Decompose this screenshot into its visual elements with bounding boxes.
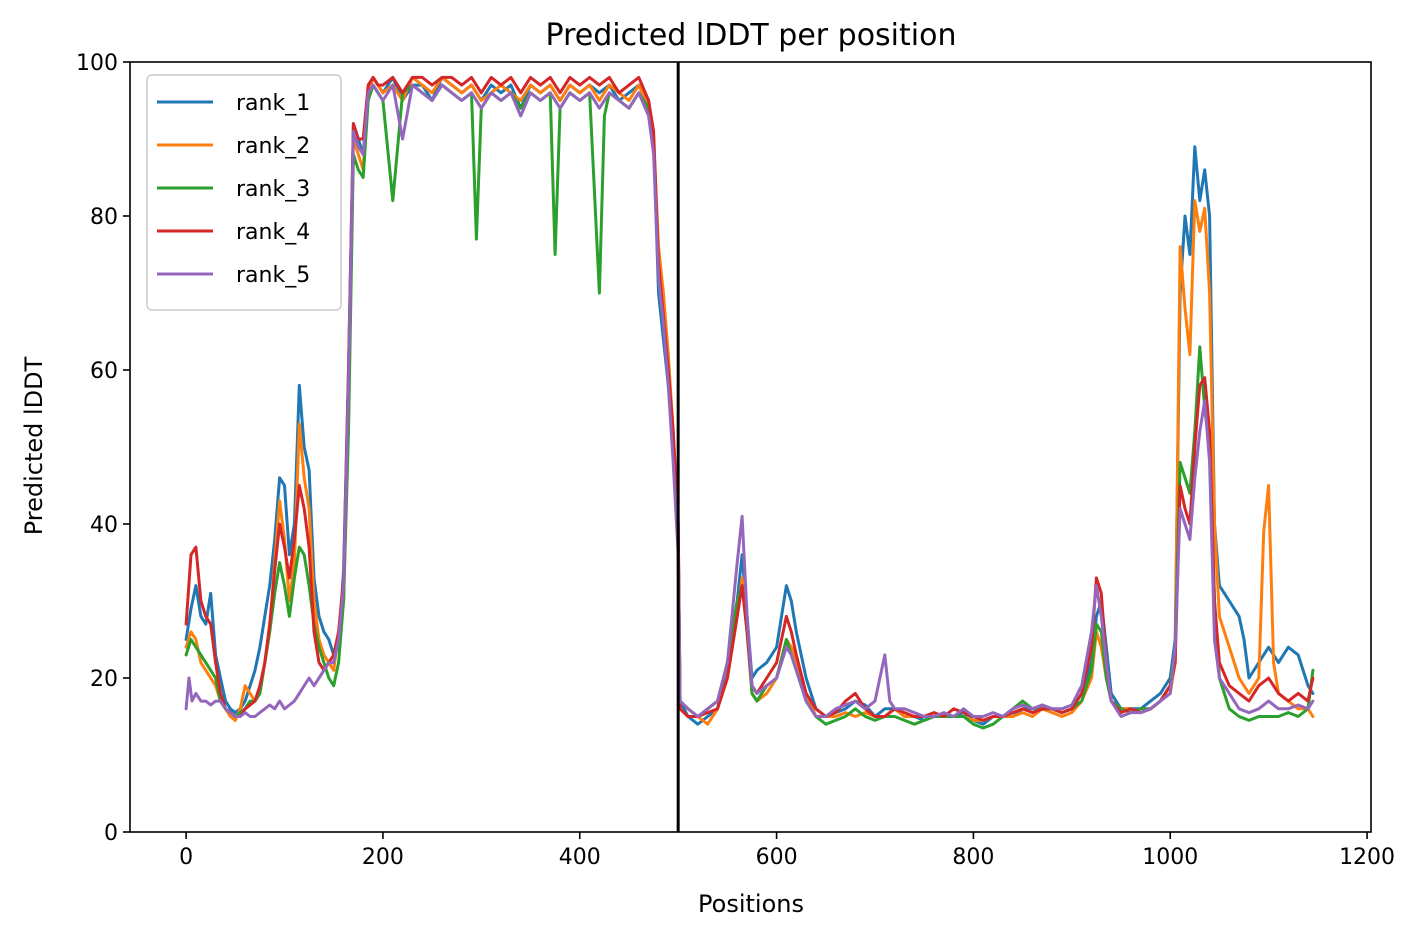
legend-box xyxy=(146,74,342,311)
y-axis-label: Predicted lDDT xyxy=(20,356,48,535)
legend: rank_1 rank_2 rank_3 rank_4 rank_5 xyxy=(146,74,342,311)
series-line-rank_2 xyxy=(184,75,1315,726)
x-axis-label: Positions xyxy=(698,890,804,918)
x-tick-label: 0 xyxy=(179,845,193,870)
y-tick-label: 80 xyxy=(90,205,118,230)
x-tick-label: 800 xyxy=(952,845,994,870)
x-tick-label: 1200 xyxy=(1339,845,1395,870)
x-tick-label: 200 xyxy=(362,845,404,870)
plot-area xyxy=(184,62,1315,832)
plot-frame xyxy=(129,61,1372,833)
series-line-rank_4 xyxy=(184,75,1315,722)
legend-label-rank_4: rank_4 xyxy=(236,220,310,245)
legend-label-rank_1: rank_1 xyxy=(236,91,310,116)
legend-label-rank_3: rank_3 xyxy=(236,177,310,202)
y-tick-label: 0 xyxy=(104,821,118,846)
series-lines xyxy=(184,62,1315,832)
x-tick-label: 1000 xyxy=(1142,845,1198,870)
series-line-rank_5 xyxy=(184,83,1315,718)
x-tick-label: 600 xyxy=(756,845,798,870)
y-tick-label: 20 xyxy=(90,667,118,692)
legend-label-rank_5: rank_5 xyxy=(236,263,310,288)
y-tick-label: 100 xyxy=(76,51,118,76)
axes: 0 200 400 600 800 1000 1200 0 20 40 60 80 100 xyxy=(76,51,1395,870)
x-tick-label: 400 xyxy=(559,845,601,870)
y-tick-label: 60 xyxy=(90,359,118,384)
series-line-rank_1 xyxy=(184,75,1315,726)
y-tick-label: 40 xyxy=(90,513,118,538)
legend-label-rank_2: rank_2 xyxy=(236,134,310,159)
chart-title: Predicted lDDT per position xyxy=(546,18,957,53)
